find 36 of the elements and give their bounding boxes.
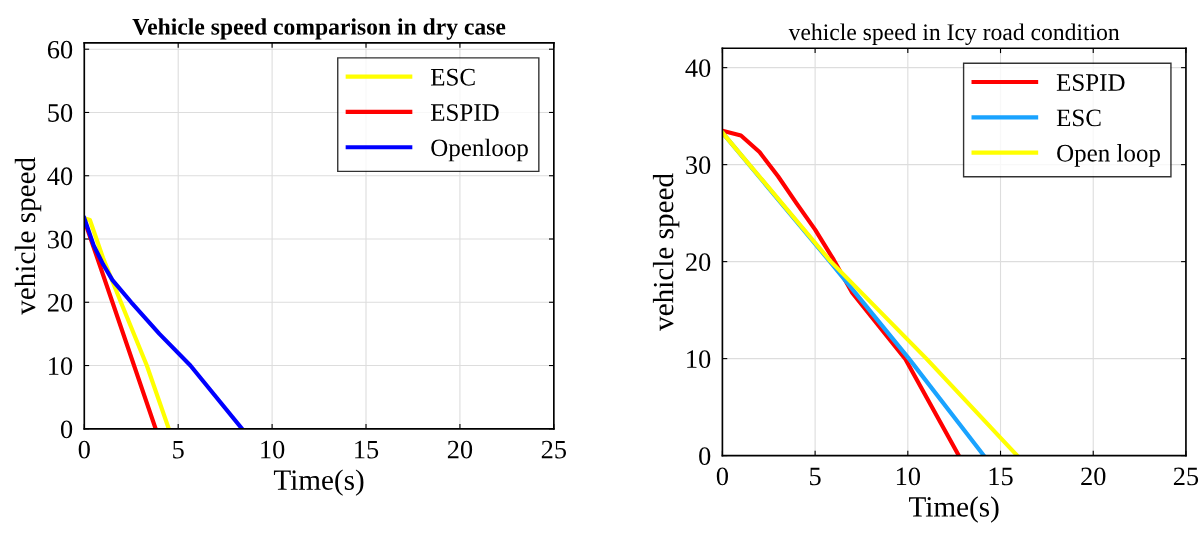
y-tick-label: 40 <box>47 167 73 186</box>
chart-title: vehicle speed in Icy road condition <box>788 23 1120 45</box>
x-tick-label: 0 <box>78 440 90 459</box>
y-tick-label: 20 <box>686 253 711 272</box>
x-tick-label: 5 <box>810 467 821 486</box>
y-tick-label: 60 <box>47 40 73 59</box>
y-tick-label: 30 <box>686 156 711 175</box>
chart-title: Vehicle speed comparison in dry case <box>132 18 506 40</box>
x-axis-title: Time(s) <box>273 469 364 496</box>
y-tick-label: 40 <box>685 59 711 78</box>
y-axis-title: vehicle speed <box>14 157 42 315</box>
x-tick-label: 10 <box>261 440 285 459</box>
y-tick-label: 20 <box>47 293 73 312</box>
x-tick-label: 15 <box>989 467 1013 486</box>
x-tick-label: 5 <box>173 440 184 459</box>
y-tick-label: 30 <box>48 230 73 249</box>
y-tick-label: 10 <box>49 357 73 375</box>
y-tick-label: 50 <box>48 104 73 122</box>
legend-label: ESPID <box>1056 74 1125 91</box>
y-axis-title: vehicle speed <box>652 173 680 331</box>
x-tick-label: 10 <box>896 467 920 486</box>
x-tick-label: 20 <box>1081 467 1106 486</box>
legend-label: ESPID <box>430 104 499 121</box>
y-tick-label: 10 <box>687 350 711 369</box>
x-tick-label: 20 <box>447 440 473 459</box>
x-axis-title: Time(s) <box>909 496 999 523</box>
y-tick-label: 0 <box>60 420 73 439</box>
legend-label: Openloop <box>431 138 528 162</box>
legend-label: ESC <box>430 68 475 86</box>
legend-label: Open loop <box>1057 144 1160 167</box>
legend-label: ESC <box>1056 109 1101 127</box>
x-tick-label: 25 <box>541 440 566 459</box>
x-tick-label: 15 <box>355 440 379 459</box>
x-tick-label: 0 <box>716 467 728 486</box>
line-series <box>84 216 245 429</box>
x-tick-label: 25 <box>1173 467 1199 486</box>
